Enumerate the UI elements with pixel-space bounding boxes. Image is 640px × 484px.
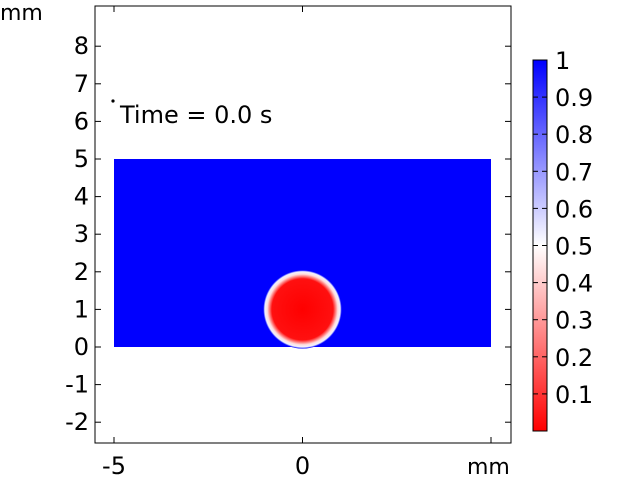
- y-tick-label: 2: [74, 258, 89, 286]
- y-tick-label: -2: [65, 408, 89, 436]
- red-circle-region: [263, 270, 342, 349]
- x-tick-label: 0: [295, 452, 310, 480]
- colorbar-tick-label: 0.6: [555, 195, 593, 223]
- colorbar-tick-label: 0.4: [555, 270, 593, 298]
- colorbar-tick-label: 0.1: [555, 381, 593, 409]
- colorbar-tick-label: 0.9: [555, 84, 593, 112]
- y-tick-label: 4: [74, 183, 89, 211]
- time-annotation: Time = 0.0 s: [119, 101, 272, 129]
- y-tick-label: 0: [74, 333, 89, 361]
- y-tick-label: 5: [74, 145, 89, 173]
- annotation-point: [111, 99, 115, 103]
- x-tick-label: -5: [102, 452, 126, 480]
- colorbar-tick-label: 0.7: [555, 158, 593, 186]
- y-tick-label: 6: [74, 107, 89, 135]
- y-axis-ticks: -2 -1 0 1 2 3 4 5 6 7 8: [65, 32, 511, 436]
- colorbar-tick-label: 0.3: [555, 307, 593, 335]
- colorbar-tick-label: 0.8: [555, 121, 593, 149]
- y-tick-label: 8: [74, 32, 89, 60]
- x-axis-ticks: -5 0: [102, 6, 492, 480]
- colorbar-tick-label: 1: [555, 47, 570, 75]
- y-tick-label: -1: [65, 371, 89, 399]
- colorbar-ticks: 0.1 0.2 0.3 0.4 0.5 0.6 0.7 0.8 0.9 1: [533, 47, 593, 409]
- colorbar-tick-label: 0.2: [555, 344, 593, 372]
- y-tick-label: 1: [74, 295, 89, 323]
- y-unit-label: mm: [0, 1, 43, 26]
- y-tick-label: 3: [74, 220, 89, 248]
- y-tick-label: 7: [74, 70, 89, 98]
- colorbar-tick-label: 0.5: [555, 233, 593, 261]
- x-unit-label: mm: [467, 455, 510, 480]
